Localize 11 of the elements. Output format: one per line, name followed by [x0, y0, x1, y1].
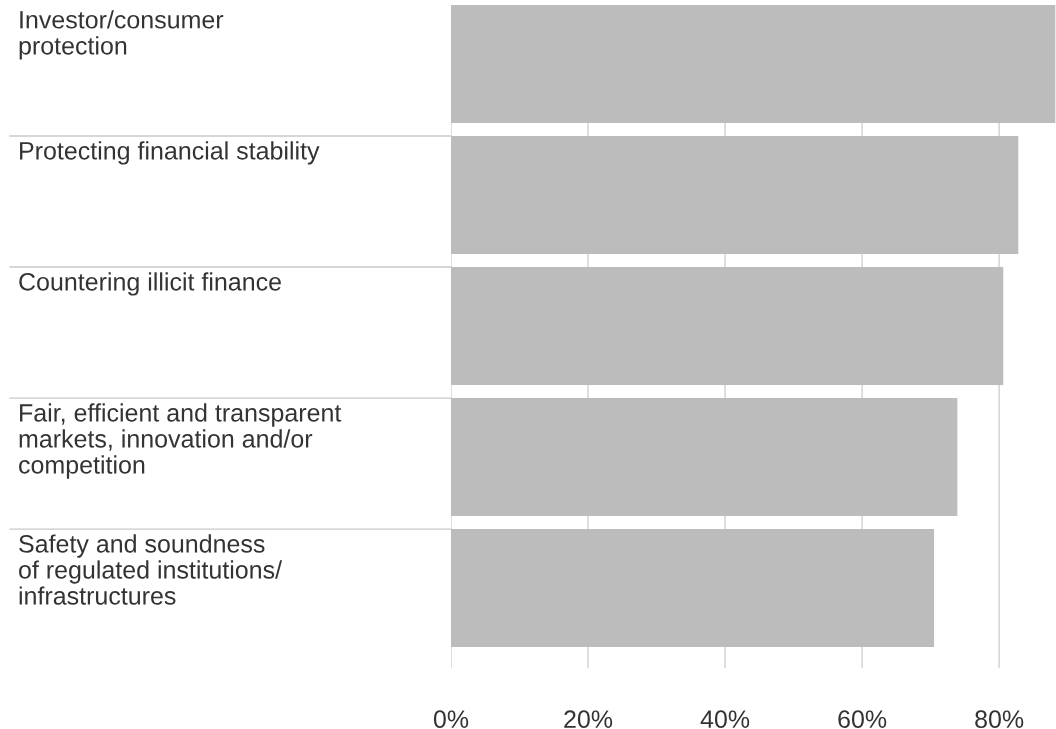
x-tick-label: 60%: [838, 710, 887, 729]
x-tick-label: 40%: [700, 710, 750, 729]
x-tick-label: 0%: [433, 710, 469, 729]
y-tick-label: Protecting financial stability: [20, 141, 320, 165]
y-tick-label: Safety and soundness of regulated institutions/ infrastructures: [19, 534, 283, 605]
y-tick-label: Investor/consumer protection: [19, 10, 224, 60]
bar: [451, 5, 1056, 123]
x-tick-label: 20%: [564, 710, 613, 729]
y-tick-label: Countering illicit finance: [19, 272, 281, 296]
x-tick-label: 80%: [975, 710, 1024, 729]
y-tick-label: Fair, efficient and transparent markets, innovation and/or competition: [19, 403, 342, 479]
